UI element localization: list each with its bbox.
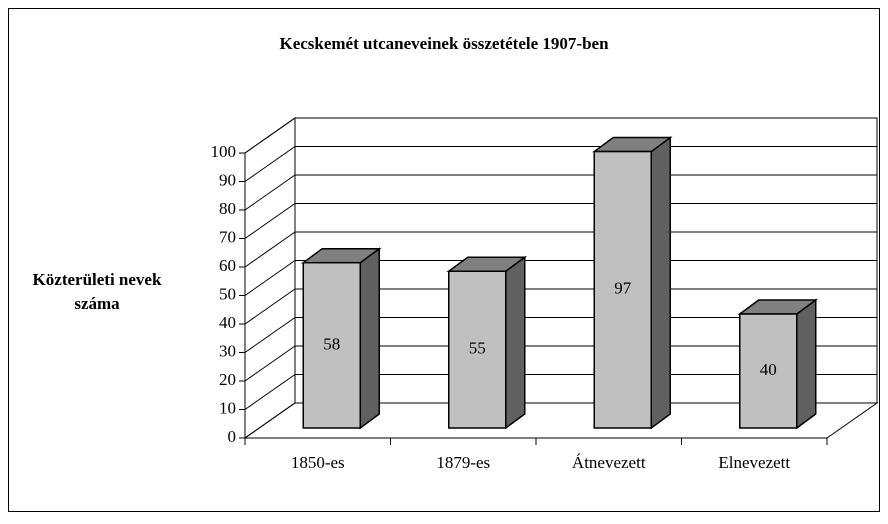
y-tick-label: 90 [219, 170, 236, 189]
grid-line-side [244, 117, 296, 154]
y-tick-label: 40 [219, 313, 236, 332]
y-axis-label: Közterületi nevek száma [32, 270, 162, 313]
x-tick-label: 1850-es [291, 453, 345, 472]
data-label: 97 [614, 279, 632, 298]
bar [448, 270, 507, 429]
data-label: 55 [469, 339, 486, 358]
grid-line-side [244, 231, 296, 268]
x-tick-label: Átnevezett [572, 453, 646, 472]
grid-line-side [244, 402, 296, 439]
bar-side [796, 298, 817, 430]
grid-line-side [244, 203, 296, 239]
y-tick-label: 60 [219, 256, 236, 275]
y-tick-label: 100 [211, 142, 237, 161]
grid-line-side [244, 260, 296, 296]
bar [302, 261, 361, 429]
bar [593, 150, 652, 429]
grid-line-side [244, 174, 296, 211]
y-tick-label: 70 [219, 227, 236, 246]
data-label: 58 [323, 334, 340, 353]
grid-line-side [244, 288, 296, 325]
y-tick-label: 10 [219, 398, 236, 417]
y-tick-label: 30 [219, 341, 236, 360]
data-label: 40 [760, 360, 777, 379]
y-tick-label: 0 [228, 427, 237, 446]
grid-line-side [244, 374, 296, 410]
grid-line-side [244, 345, 296, 382]
chart-title: Kecskemét utcaneveinek összetétele 1907-… [279, 34, 609, 53]
bar-side [505, 255, 526, 430]
x-tick-label: Elnevezett [718, 453, 790, 472]
bar-side [650, 136, 671, 430]
y-tick-label: 20 [219, 370, 236, 389]
bar [739, 313, 798, 429]
y-tick-label: 50 [219, 284, 236, 303]
x-tick-label: 1879-es [436, 453, 490, 472]
grid-line-side [244, 146, 296, 182]
bar-side [359, 247, 380, 430]
y-tick-label: 80 [219, 199, 236, 218]
grid-line-side [244, 317, 296, 353]
